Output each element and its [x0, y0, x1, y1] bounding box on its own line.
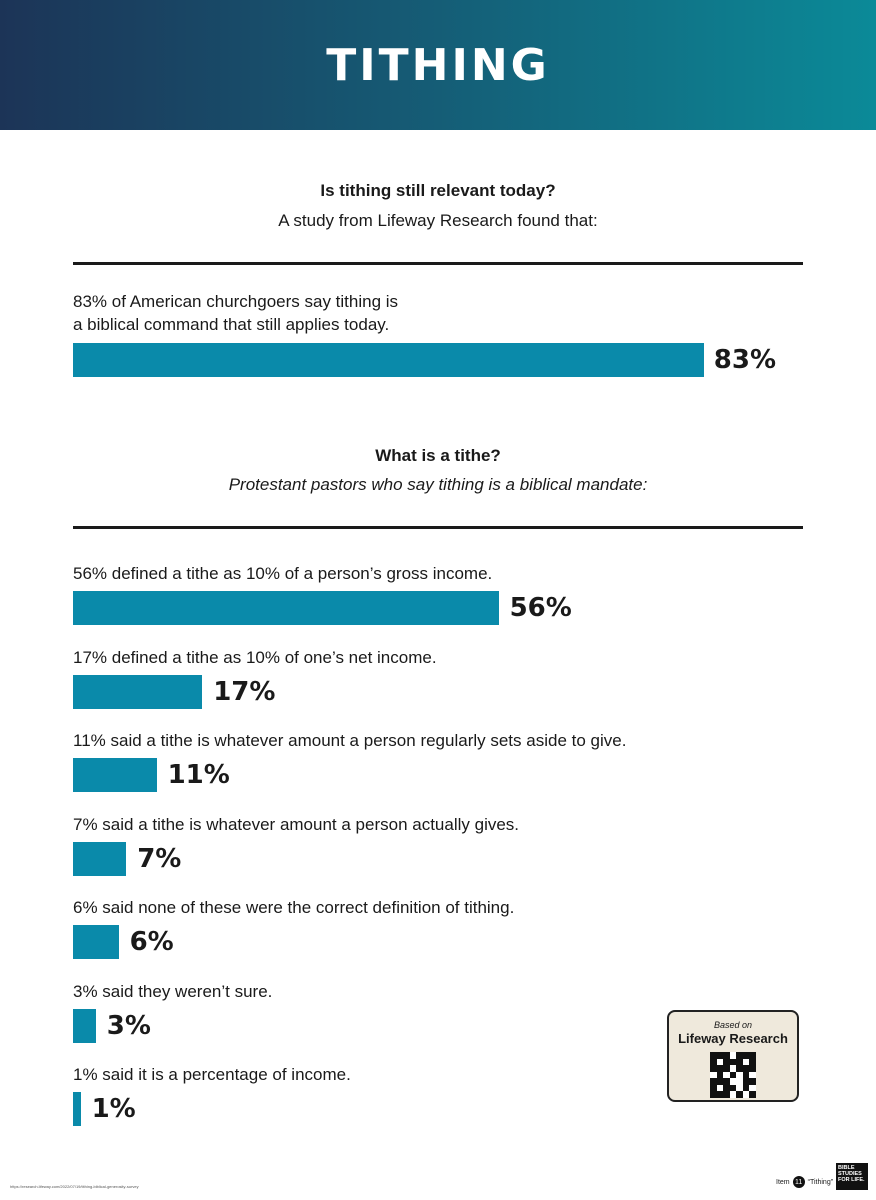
chart1-bar-label-line-1: 83% of American churchgoers say tithing … — [73, 292, 399, 311]
chart2-bar-label: 17% defined a tithe as 10% of one’s net … — [73, 647, 437, 667]
chart2-bar — [73, 591, 499, 625]
chart2-bar-label: 6% said none of these were the correct d… — [73, 898, 515, 917]
chart2-bar-label: 1% said it is a percentage of income. — [73, 1065, 351, 1084]
chart2-bar — [73, 674, 203, 709]
chart2-bar — [73, 1092, 81, 1126]
section2-title: What is a tithe? — [375, 446, 501, 465]
item-tag: Item 11 “Tithing” — [776, 1176, 833, 1188]
section1-subtitle: A study from Lifeway Research found that… — [278, 211, 598, 230]
header-banner: TITHING — [0, 0, 876, 130]
chart2-bar-value: 7% — [137, 843, 182, 874]
chart1-bar-value: 83% — [713, 345, 777, 375]
lifeway-research-card: Based on Lifeway Research — [667, 1010, 799, 1102]
chart2-bar — [73, 841, 127, 876]
chart1-bar-label: 83% of American churchgoers say tithing … — [73, 290, 398, 336]
chart2-bar-label: 11% said a tithe is whatever amount a pe… — [73, 731, 627, 750]
chart2-bar — [73, 925, 119, 959]
section1-divider — [73, 262, 803, 265]
chart2-bar — [73, 758, 157, 792]
chart2-bar-label: 3% said they weren’t sure. — [73, 981, 273, 1001]
section2-subtitle: Protestant pastors who say tithing is a … — [228, 475, 648, 494]
chart2-bar — [73, 1008, 96, 1043]
qr-code-icon — [710, 1052, 756, 1098]
page-title: TITHING — [326, 39, 550, 91]
chart2-bar-value: 6% — [129, 927, 174, 957]
chart2-bar-value: 3% — [106, 1010, 151, 1041]
section2-divider — [73, 526, 803, 529]
chart2-bar-label: 7% said a tithe is whatever amount a per… — [73, 814, 520, 834]
item-number: 11 — [792, 1176, 805, 1188]
chart2-bar-value: 11% — [167, 760, 230, 790]
item-label: Item — [776, 1178, 790, 1186]
qr-based-on: Based on — [713, 1020, 753, 1030]
chart2-bar-value: 56% — [509, 593, 572, 623]
chart2-bar-value: 1% — [91, 1094, 136, 1124]
chart1-bar-label-line-2: a biblical command that still applies to… — [73, 315, 390, 334]
qr-org-name: Lifeway Research — [678, 1031, 788, 1046]
footer-source-url: https://research.lifeway.com/2022/07/19/… — [10, 1184, 139, 1189]
chart2-bar-label: 56% defined a tithe as 10% of a person’s… — [73, 564, 493, 583]
section1-title: Is tithing still relevant today? — [320, 181, 556, 200]
chart1-bar — [73, 343, 704, 377]
chart2-bar-value: 17% — [213, 676, 276, 707]
item-name: “Tithing” — [807, 1178, 834, 1186]
bible-studies-logo: BIBLE STUDIES FOR LIFE. — [836, 1163, 868, 1190]
